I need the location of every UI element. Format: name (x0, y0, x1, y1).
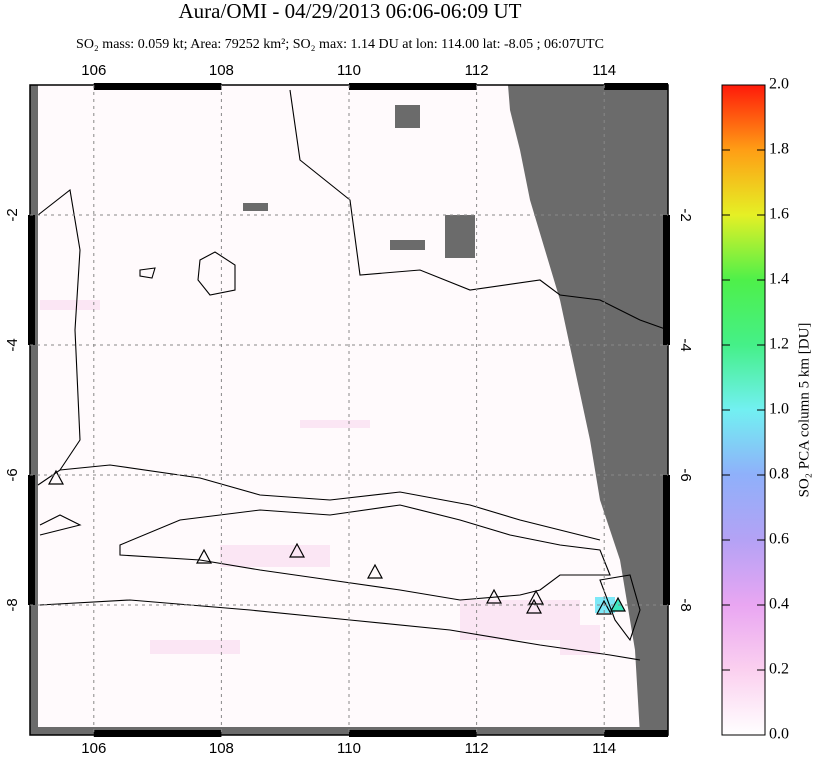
colorbar-tick-label: 1.6 (769, 206, 789, 223)
colorbar-tick-label: 1.8 (769, 141, 789, 158)
frame-bar (28, 475, 35, 605)
lat-tick-label: -6 (677, 468, 694, 481)
title: Aura/OMI - 04/29/2013 06:06-06:09 UT (179, 0, 522, 23)
frame-bar (349, 83, 477, 90)
frame-bar (28, 215, 35, 345)
lon-tick-label: 106 (81, 740, 106, 757)
lat-tick-label: -2 (4, 208, 21, 221)
coastlines (37, 89, 669, 661)
frame-bar (604, 730, 668, 737)
lon-tick-label: 108 (209, 740, 234, 757)
lon-tick-label: 112 (465, 740, 489, 757)
lon-tick-label: 110 (337, 740, 361, 757)
frame-bar (93, 83, 222, 90)
colorbar-tick-label: 0.8 (769, 466, 789, 483)
colorbar-tick-label: 0.0 (769, 726, 789, 743)
frame-bar (604, 83, 668, 90)
so2-speckle (40, 300, 600, 655)
lon-tick-label: 110 (337, 62, 361, 79)
colorbar-tick-label: 1.0 (769, 401, 789, 418)
lat-tick-label: -6 (4, 468, 21, 481)
lon-tick-label: 114 (592, 740, 616, 757)
colorbar-tick-label: 2.0 (769, 76, 789, 93)
lat-tick-label: -4 (677, 338, 694, 351)
colorbar-label: SO₂ PCA column 5 km [DU] (796, 323, 812, 498)
frame-bar (349, 730, 477, 737)
lon-tick-label: 114 (592, 62, 616, 79)
lat-tick-label: -8 (4, 598, 21, 611)
colorbar-tick-label: 1.4 (769, 271, 789, 288)
frame-bar (663, 475, 670, 605)
frame-bar (663, 215, 670, 345)
lon-tick-label: 108 (209, 62, 234, 79)
colorbar-tick-label: 0.6 (769, 531, 789, 548)
subtitle: SO₂ mass: 0.059 kt; Area: 79252 km²; SO₂… (76, 37, 604, 52)
colorbar-tick-label: 1.2 (769, 336, 789, 353)
colorbar-tick-label: 0.4 (769, 596, 789, 613)
lon-tick-label: 106 (81, 62, 106, 79)
colorbar-tick-label: 0.2 (769, 661, 789, 678)
lon-tick-label: 112 (465, 62, 489, 79)
frame-bar (93, 730, 222, 737)
lat-tick-label: -2 (677, 208, 694, 221)
lat-tick-label: -4 (4, 338, 21, 351)
lat-tick-label: -8 (677, 598, 694, 611)
